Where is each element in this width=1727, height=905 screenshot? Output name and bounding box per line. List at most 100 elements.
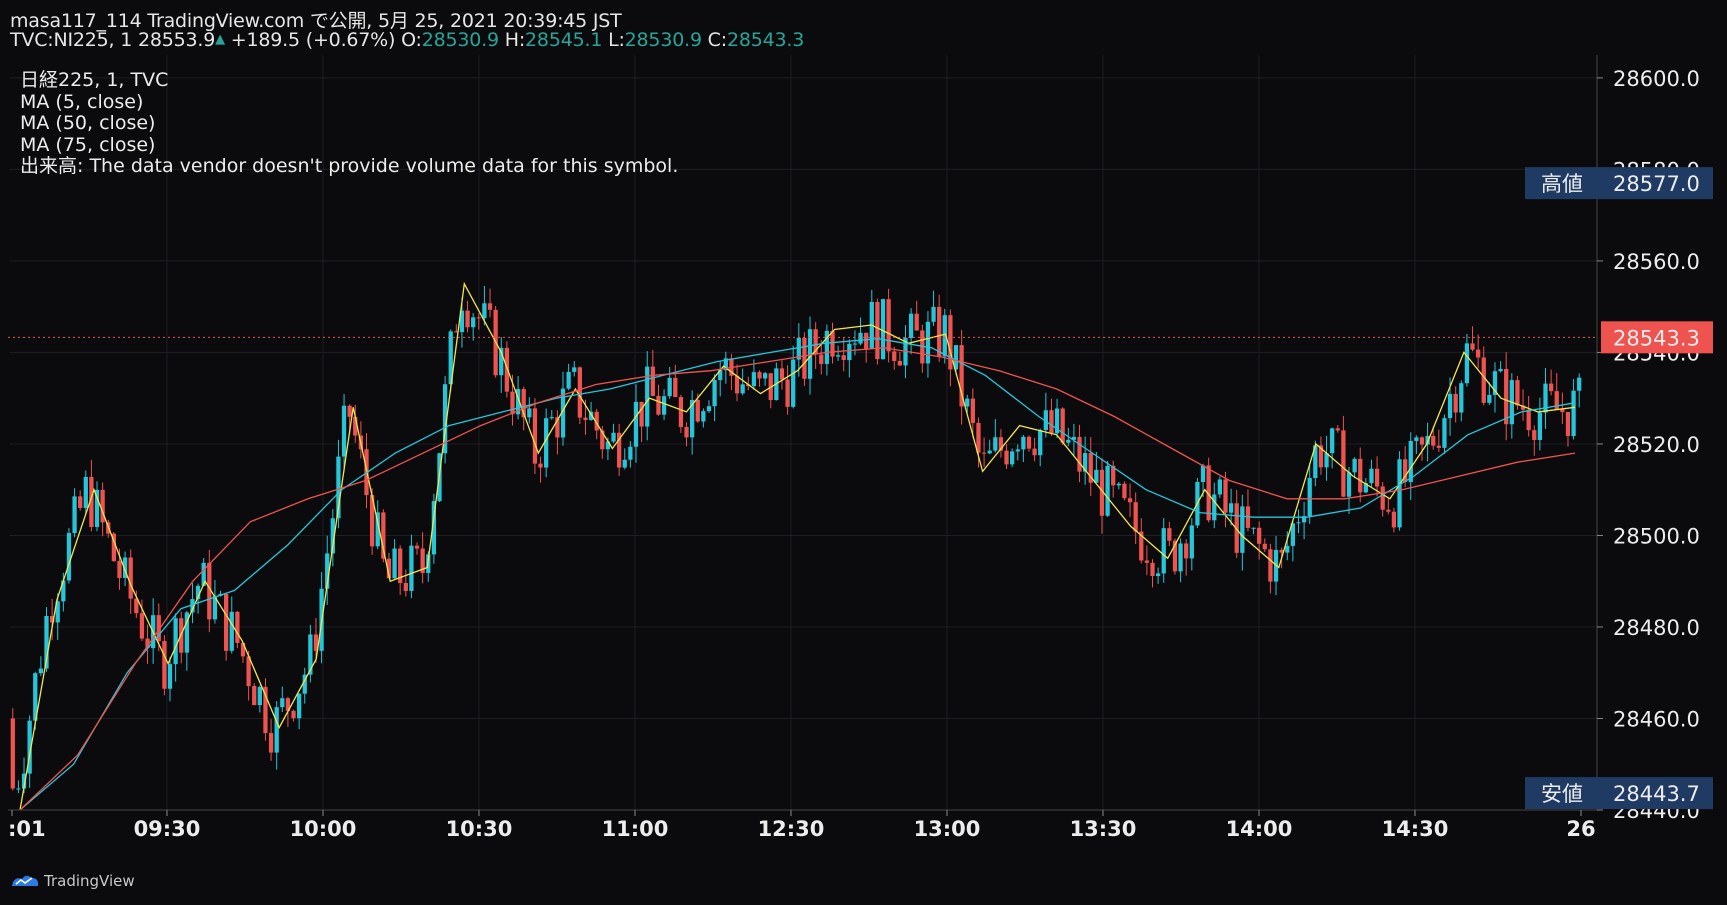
high-value: 28545.1	[525, 29, 603, 51]
candle-body	[471, 317, 476, 328]
candle-body	[1038, 429, 1043, 456]
candle-body	[1425, 435, 1430, 445]
candle-body	[706, 406, 712, 412]
candle-body	[532, 408, 538, 464]
candle-body	[235, 611, 240, 643]
candle-body	[678, 397, 684, 428]
candle-body	[330, 518, 335, 554]
candle-body	[617, 432, 622, 468]
candle-body	[605, 441, 611, 450]
candle-body	[78, 496, 83, 508]
legend-ma75[interactable]: MA (75, close)	[20, 133, 156, 156]
candle-body	[690, 399, 695, 438]
candle-body	[1122, 483, 1127, 499]
candle-body	[1436, 445, 1441, 448]
candle-body	[1470, 343, 1475, 350]
candle-body	[398, 548, 403, 584]
tradingview-brand[interactable]: TradingView	[10, 872, 135, 890]
candle-body	[723, 358, 728, 371]
candle-body	[1341, 430, 1346, 497]
x-tick-label: 26	[1566, 817, 1595, 841]
candle-body	[1565, 411, 1571, 436]
candle-body	[1144, 560, 1150, 563]
y-tick-label: 28600.0	[1613, 67, 1700, 91]
candle-body	[847, 343, 852, 361]
candle-body	[246, 656, 251, 687]
candle-body	[656, 395, 661, 415]
candle-body	[611, 432, 616, 442]
candle-body	[257, 686, 262, 706]
y-tick-label: 28460.0	[1613, 707, 1700, 731]
ma5-line	[19, 281, 1576, 811]
y-tick-label: 28520.0	[1613, 433, 1700, 457]
candle-body	[336, 456, 341, 519]
candle-body	[527, 408, 532, 418]
candle-body	[1094, 469, 1099, 483]
candle-body	[976, 422, 981, 453]
candle-body	[892, 351, 897, 361]
candle-body	[1577, 377, 1582, 391]
candle-body	[1290, 523, 1295, 546]
legend-ma5[interactable]: MA (5, close)	[20, 90, 144, 113]
candle-body	[1330, 428, 1335, 454]
open-label: O:	[401, 29, 422, 51]
candle-body	[1206, 465, 1211, 521]
candle-body	[347, 405, 352, 417]
candle-body	[21, 773, 27, 789]
candle-body	[897, 360, 902, 366]
candle-body	[942, 315, 947, 357]
candle-body	[1015, 449, 1020, 452]
candle-body	[914, 313, 919, 331]
candle-body	[1071, 436, 1077, 440]
candle-body	[740, 384, 745, 394]
ma75-line	[19, 347, 1576, 811]
candle-body	[661, 396, 667, 415]
candle-body	[1397, 459, 1402, 528]
candle-body	[572, 367, 577, 372]
candle-body	[49, 616, 55, 623]
legend-ma50[interactable]: MA (50, close)	[20, 112, 156, 134]
candle-body	[908, 313, 914, 339]
candle-body	[1532, 430, 1537, 440]
candle-body	[162, 641, 167, 689]
candle-body	[1043, 410, 1048, 430]
candle-body	[555, 417, 560, 438]
candle-body	[762, 373, 768, 379]
candle-body	[285, 698, 291, 711]
candle-body	[207, 562, 212, 620]
candle-body	[864, 332, 869, 349]
candle-body	[448, 331, 453, 385]
candle-body	[785, 379, 790, 407]
candle-body	[734, 375, 740, 394]
candle-body	[1240, 506, 1245, 553]
legend-volume[interactable]: 出来高: The data vendor doesn't provide vol…	[20, 155, 679, 177]
candle-body	[38, 668, 44, 674]
candle-body	[841, 355, 846, 361]
candle-body	[122, 557, 128, 578]
candle-body	[1560, 409, 1565, 412]
candle-body	[499, 347, 504, 376]
candle-body	[1268, 549, 1273, 582]
candle-body	[1257, 527, 1262, 544]
candle-body	[684, 427, 689, 438]
candle-body	[409, 545, 414, 591]
candle-body	[639, 401, 644, 427]
candle-body	[1453, 393, 1458, 413]
legend-symbol[interactable]: 日経225, 1, TVC	[20, 69, 169, 91]
candle-body	[94, 489, 100, 527]
candle-body	[1386, 509, 1391, 512]
candle-body	[420, 548, 425, 573]
candle-body	[779, 368, 785, 380]
candle-body	[931, 306, 936, 322]
candle-body	[1049, 410, 1054, 434]
candle-body	[712, 380, 717, 407]
candle-body	[1414, 437, 1419, 441]
candle-body	[948, 315, 953, 370]
candle-body	[588, 411, 594, 420]
candle-body	[1537, 412, 1543, 440]
candle-body	[628, 446, 633, 460]
ohlc-line: TVC:NI225, 1 28553.9▲ +189.5 (+0.67%) O:…	[10, 29, 804, 51]
candle-body	[190, 599, 195, 613]
candle-body	[145, 638, 150, 649]
